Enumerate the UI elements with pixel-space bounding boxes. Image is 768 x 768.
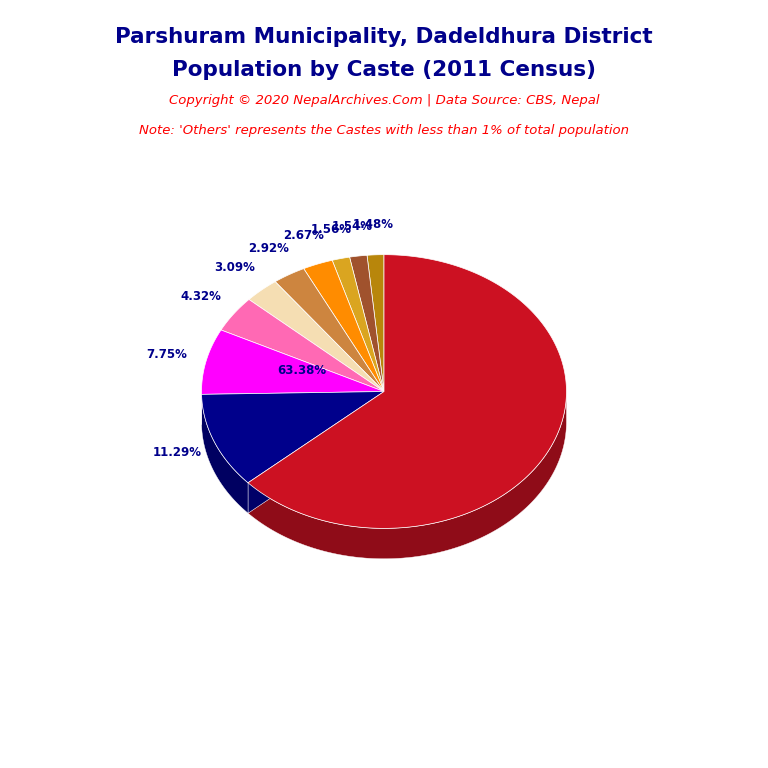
Text: 1.54%: 1.54% [332,220,373,233]
Polygon shape [248,393,567,559]
Text: Population by Caste (2011 Census): Population by Caste (2011 Census) [172,60,596,80]
Polygon shape [248,392,384,513]
Text: Copyright © 2020 NepalArchives.Com | Data Source: CBS, Nepal: Copyright © 2020 NepalArchives.Com | Dat… [169,94,599,107]
Polygon shape [201,392,384,425]
Polygon shape [275,269,384,392]
Polygon shape [201,330,384,394]
Polygon shape [248,255,567,528]
Text: 63.38%: 63.38% [277,365,326,378]
Polygon shape [201,394,248,513]
Polygon shape [349,255,384,392]
Polygon shape [303,260,384,392]
Text: 2.67%: 2.67% [283,230,323,243]
Polygon shape [201,392,384,483]
Text: 3.09%: 3.09% [214,261,255,274]
Text: 7.75%: 7.75% [147,348,187,361]
Polygon shape [248,392,384,513]
Text: 2.92%: 2.92% [248,243,289,256]
Polygon shape [221,300,384,392]
Polygon shape [249,282,384,392]
Polygon shape [201,392,384,425]
Text: 1.56%: 1.56% [311,223,352,236]
Text: 1.48%: 1.48% [353,218,394,231]
Text: Note: 'Others' represents the Castes with less than 1% of total population: Note: 'Others' represents the Castes wit… [139,124,629,137]
Text: Parshuram Municipality, Dadeldhura District: Parshuram Municipality, Dadeldhura Distr… [115,27,653,47]
Polygon shape [367,255,384,392]
Text: 11.29%: 11.29% [152,446,201,459]
Text: 4.32%: 4.32% [180,290,221,303]
Polygon shape [333,257,384,392]
